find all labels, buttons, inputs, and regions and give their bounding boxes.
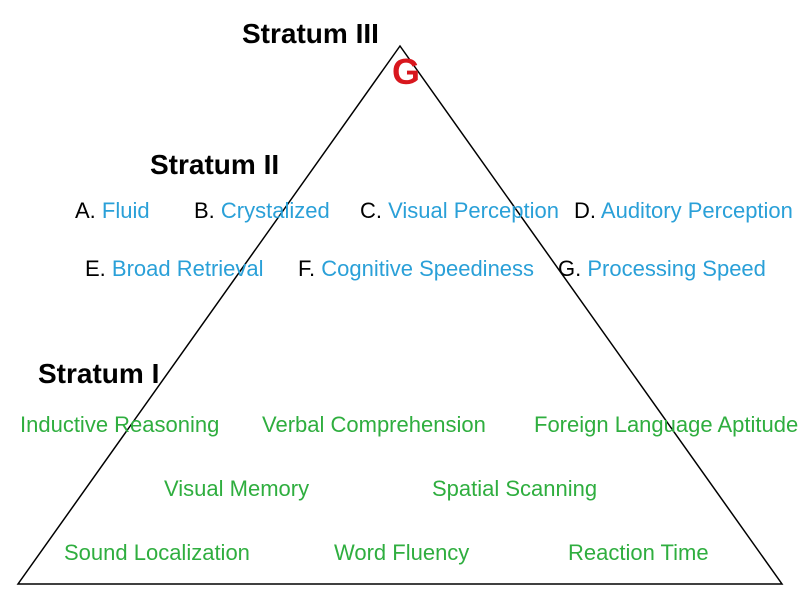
stratum2-item-prefix: D. (574, 198, 601, 223)
stratum2-item: G. Processing Speed (558, 258, 766, 280)
stratum2-item-label: Crystalized (221, 198, 330, 223)
stratum2-item-prefix: F. (298, 256, 321, 281)
stratum2-item: B. Crystalized (194, 200, 330, 222)
stratum2-item-label: Broad Retrieval (112, 256, 264, 281)
stratum2-item-prefix: C. (360, 198, 388, 223)
stratum1-item: Visual Memory (164, 478, 309, 500)
g-factor-label: G (392, 54, 420, 90)
stratum2-item-label: Cognitive Speediness (321, 256, 534, 281)
stratum2-item: E. Broad Retrieval (85, 258, 264, 280)
stratum2-item: D. Auditory Perception (574, 200, 793, 222)
stratum2-item: F. Cognitive Speediness (298, 258, 534, 280)
stratum1-item: Verbal Comprehension (262, 414, 486, 436)
stratum2-title: Stratum II (150, 151, 279, 179)
stratum2-item-label: Processing Speed (587, 256, 766, 281)
stratum2-item: A. Fluid (75, 200, 150, 222)
stratum2-item-label: Auditory Perception (601, 198, 793, 223)
stratum2-item-label: Fluid (102, 198, 150, 223)
stratum2-item-prefix: A. (75, 198, 102, 223)
stratum1-item: Foreign Language Aptitude (534, 414, 798, 436)
stratum1-item: Spatial Scanning (432, 478, 597, 500)
stratum1-item: Reaction Time (568, 542, 709, 564)
stratum3-title: Stratum III (242, 20, 379, 48)
stratum1-item: Sound Localization (64, 542, 250, 564)
stratum2-item-prefix: B. (194, 198, 221, 223)
stratum2-item-label: Visual Perception (388, 198, 559, 223)
stratum2-item: C. Visual Perception (360, 200, 559, 222)
stratum1-item: Word Fluency (334, 542, 469, 564)
stratum1-item: Inductive Reasoning (20, 414, 219, 436)
stratum1-title: Stratum I (38, 360, 159, 388)
stratum2-item-prefix: G. (558, 256, 587, 281)
diagram-stage: Stratum III G Stratum II A. Fluid B. Crys… (0, 0, 800, 603)
stratum2-item-prefix: E. (85, 256, 112, 281)
